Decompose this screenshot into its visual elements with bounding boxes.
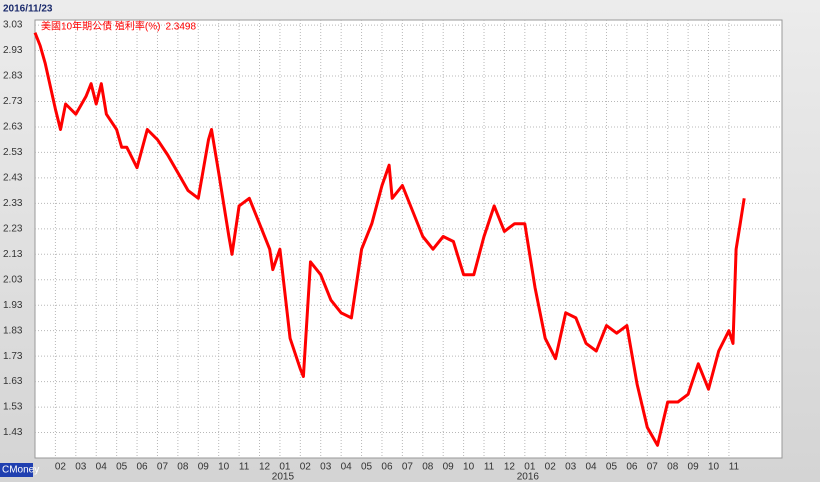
watermark: CMoney: [2, 465, 39, 476]
x-tick-label: 03: [75, 462, 87, 473]
x-tick-label: 03: [565, 462, 577, 473]
x-tick-label: 05: [116, 462, 128, 473]
x-tick-label: 10: [708, 462, 720, 473]
x-tick-label: 04: [96, 462, 108, 473]
x-tick-label: 07: [157, 462, 169, 473]
x-tick-label: 11: [729, 462, 740, 473]
plot-area: [34, 19, 783, 459]
x-tick-label: 09: [443, 462, 455, 473]
y-tick-label: 2.03: [3, 274, 23, 285]
x-tick-label: 10: [218, 462, 230, 473]
x-tick-label: 11: [239, 462, 250, 473]
data-line: [33, 32, 746, 447]
x-year-label: 2015: [272, 472, 295, 482]
legend-label: 美國10年期公債 殖利率(%): [41, 20, 160, 33]
x-tick-label: 03: [320, 462, 332, 473]
x-tick-label: 05: [606, 462, 618, 473]
x-tick-label: 12: [259, 462, 271, 473]
x-tick-label: 02: [300, 462, 312, 473]
x-tick-label: 01: [279, 462, 291, 473]
y-tick-label: 1.93: [3, 300, 23, 311]
x-tick-label: 12: [504, 462, 516, 473]
x-tick-label: 04: [341, 462, 353, 473]
y-tick-label: 1.63: [3, 376, 23, 387]
x-tick-label: 07: [402, 462, 414, 473]
x-tick-label: 02: [55, 462, 67, 473]
y-tick-label: 2.43: [3, 173, 23, 184]
date-label: 2016/11/23: [3, 4, 53, 15]
y-tick-label: 2.53: [3, 147, 23, 158]
y-tick-label: 3.03: [3, 20, 23, 31]
y-tick-label: 2.13: [3, 249, 23, 260]
y-tick-label: 2.93: [3, 45, 23, 56]
x-tick-label: 01: [524, 462, 536, 473]
x-tick-label: 06: [626, 462, 638, 473]
x-tick-label: 10: [463, 462, 475, 473]
y-tick-label: 2.23: [3, 223, 23, 234]
x-tick-label: 09: [688, 462, 700, 473]
x-tick-label: 04: [586, 462, 598, 473]
x-tick-label: 06: [136, 462, 148, 473]
x-tick-label: 08: [177, 462, 189, 473]
y-tick-label: 2.63: [3, 122, 23, 133]
x-tick-label: 05: [361, 462, 373, 473]
y-tick-label: 1.73: [3, 351, 23, 362]
x-tick-label: 06: [381, 462, 393, 473]
legend-value: 2.3498: [165, 22, 196, 33]
x-tick-label: 02: [545, 462, 557, 473]
y-tick-label: 2.83: [3, 71, 23, 82]
y-tick-label: 1.53: [3, 402, 23, 413]
x-tick-label: 09: [198, 462, 210, 473]
x-tick-label: 08: [422, 462, 434, 473]
y-tick-label: 2.73: [3, 96, 23, 107]
y-tick-label: 1.83: [3, 325, 23, 336]
x-tick-label: 07: [647, 462, 659, 473]
x-tick-label: 11: [484, 462, 495, 473]
x-year-label: 2016: [517, 472, 540, 482]
y-tick-label: 1.43: [3, 427, 23, 438]
y-tick-label: 2.33: [3, 198, 23, 209]
x-tick-label: 08: [667, 462, 679, 473]
watermark-box: [0, 463, 33, 477]
